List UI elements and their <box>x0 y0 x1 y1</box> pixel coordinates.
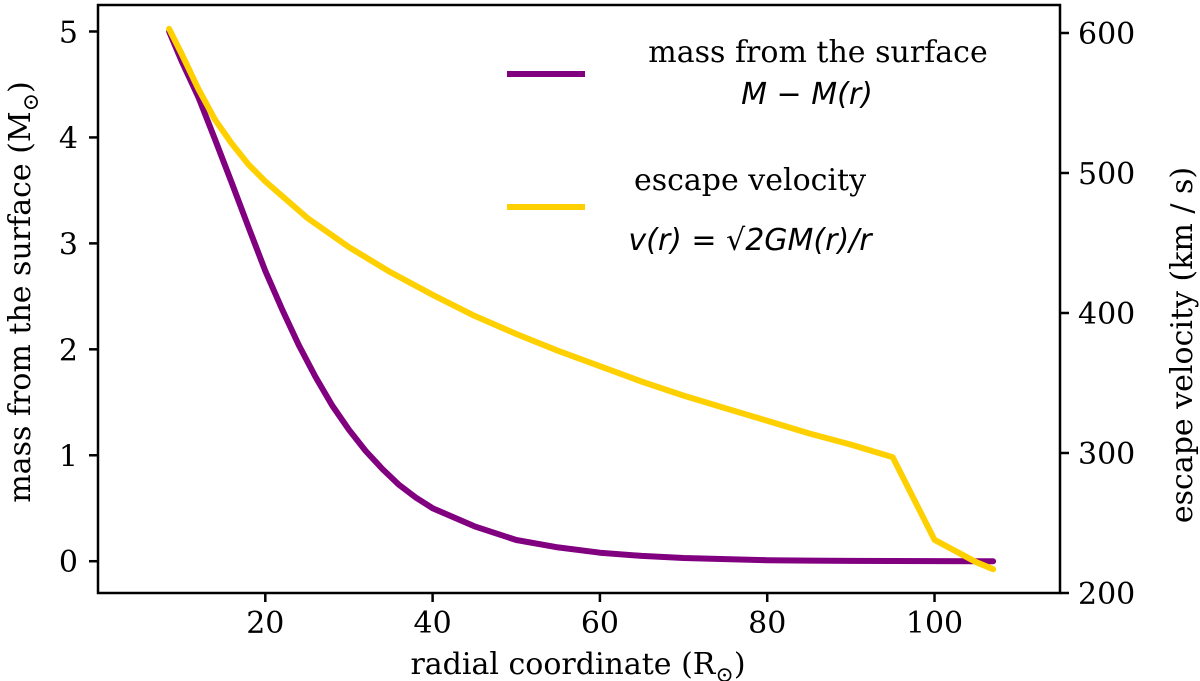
x-tick-label: 80 <box>748 606 786 641</box>
left-y-tick-label: 5 <box>59 15 78 50</box>
right-y-tick-label: 200 <box>1078 577 1135 612</box>
x-tick-label: 60 <box>581 606 619 641</box>
series-lines <box>166 25 997 573</box>
x-axis-ticks: 20 40 60 80 100 <box>246 593 963 641</box>
left-y-tick-label: 1 <box>59 439 78 474</box>
legend-label-mass: mass from the surface <box>648 35 987 70</box>
x-tick-label: 20 <box>246 606 284 641</box>
left-y-axis-ticks: 0 1 2 3 4 5 <box>59 15 98 580</box>
left-y-tick-label: 3 <box>59 227 78 262</box>
escape-velocity-line <box>166 25 997 573</box>
legend-math-mass: M − M(r) <box>741 77 873 112</box>
left-y-axis-label: mass from the surface (M⊙) <box>3 81 44 503</box>
left-y-tick-label: 2 <box>59 333 78 368</box>
right-y-tick-label: 300 <box>1078 437 1135 472</box>
left-y-tick-label: 0 <box>59 545 78 580</box>
legend-math-escape: v(r) = √2GM(r)/r <box>628 223 873 258</box>
mass-from-surface-line <box>166 28 997 565</box>
legend-label-escape: escape velocity <box>634 163 866 198</box>
right-y-tick-label: 600 <box>1078 17 1135 52</box>
x-axis-label: radial coordinate (R⊙) <box>410 647 745 681</box>
legend: mass from the surface M − M(r) escape ve… <box>507 35 988 258</box>
plot-frame <box>96 3 1062 595</box>
x-tick-label: 40 <box>414 606 452 641</box>
right-y-axis-label: escape velocity (km / s) <box>1165 167 1200 523</box>
left-y-tick-label: 4 <box>59 121 78 156</box>
right-y-axis-ticks: 200 300 400 500 600 <box>1060 17 1135 612</box>
x-tick-label: 100 <box>906 606 963 641</box>
right-y-tick-label: 400 <box>1078 297 1135 332</box>
right-y-tick-label: 500 <box>1078 157 1135 192</box>
